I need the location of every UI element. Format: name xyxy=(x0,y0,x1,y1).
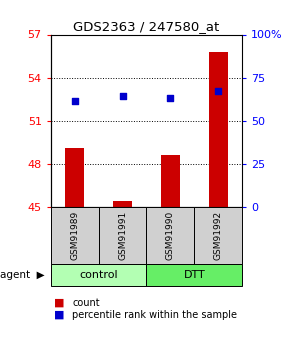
Text: count: count xyxy=(72,298,100,308)
Bar xyxy=(161,155,180,207)
Point xyxy=(216,88,220,93)
Bar xyxy=(113,201,132,207)
Bar xyxy=(65,148,84,207)
Title: GDS2363 / 247580_at: GDS2363 / 247580_at xyxy=(73,20,220,33)
Text: control: control xyxy=(79,270,118,280)
Text: agent  ▶: agent ▶ xyxy=(0,270,45,280)
Text: GSM91990: GSM91990 xyxy=(166,211,175,260)
Text: GSM91991: GSM91991 xyxy=(118,211,127,260)
Text: ■: ■ xyxy=(54,310,64,320)
Text: DTT: DTT xyxy=(183,270,205,280)
Point xyxy=(120,93,125,99)
Point xyxy=(168,95,173,100)
Text: ■: ■ xyxy=(54,298,64,308)
Bar xyxy=(209,52,228,207)
Text: GSM91992: GSM91992 xyxy=(214,211,223,260)
Point xyxy=(72,98,77,104)
Text: GSM91989: GSM91989 xyxy=(70,211,79,260)
Text: percentile rank within the sample: percentile rank within the sample xyxy=(72,310,238,320)
